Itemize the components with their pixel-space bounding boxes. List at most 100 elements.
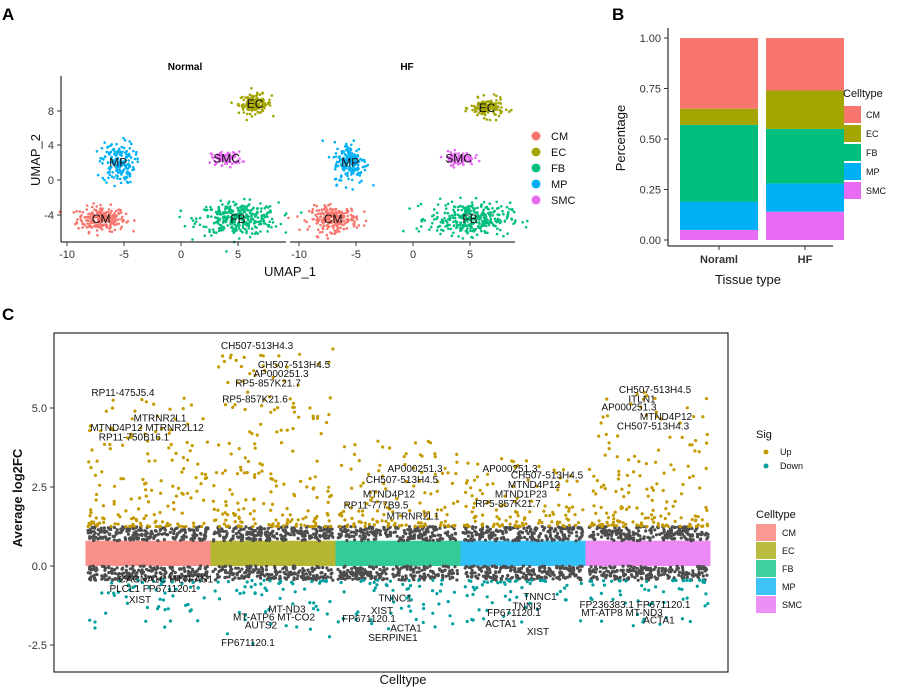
volcano-point-up (186, 458, 190, 462)
volcano-point-down (446, 600, 450, 604)
stacked-bar-panel: 0.000.250.500.751.00 Noraml HF Tissue typ… (613, 28, 887, 287)
volcano-point-up (513, 523, 517, 527)
volcano-point-ns (275, 532, 279, 536)
volcano-point-up (319, 432, 323, 436)
umap-point (128, 154, 131, 158)
volcano-point-ns (289, 570, 293, 574)
umap-point (119, 211, 123, 214)
volcano-point-up (296, 383, 300, 387)
volcano-point-down (243, 585, 247, 589)
umap-point (439, 220, 443, 224)
volcano-point-ns (575, 566, 580, 570)
bar-legend: CM EC FB MP SMC (844, 106, 887, 199)
volcano-point-up (349, 467, 353, 471)
umap-point (334, 220, 337, 223)
volcano-point-ns (622, 532, 626, 536)
umap-point (252, 206, 255, 210)
umap-point (455, 226, 458, 230)
volcano-point-ns (488, 567, 492, 572)
umap-point (203, 234, 206, 237)
umap-point (337, 227, 340, 230)
umap-point (213, 216, 217, 219)
volcano-point-ns (452, 527, 456, 531)
volcano-point-down (159, 582, 163, 587)
volcano-point-ns (637, 529, 641, 533)
umap-point (493, 209, 497, 213)
bar-xtick: Noraml (700, 254, 738, 266)
volcano-point-up (182, 467, 186, 471)
volcano-point-ns (374, 531, 379, 535)
volcano-point-ns (566, 537, 570, 541)
volcano-point-ns (134, 574, 138, 578)
umap-cluster-smc (208, 150, 246, 169)
umap-point (364, 219, 368, 223)
umap-point (225, 217, 229, 221)
volcano-point-down (278, 596, 282, 601)
volcano-point-ns (428, 564, 432, 568)
volcano-point-up (413, 441, 418, 445)
volcano-point-up (223, 469, 227, 473)
volcano-point-ns (382, 527, 386, 531)
volcano-point-ns (342, 570, 346, 574)
umap-point (109, 211, 112, 215)
umap-point (120, 145, 124, 149)
umap-point (358, 174, 362, 177)
umap-point (339, 175, 343, 178)
umap-point (470, 226, 474, 229)
volcano-point-up (455, 460, 459, 464)
umap-point (489, 211, 492, 214)
umap-point (132, 229, 135, 233)
umap-point (250, 227, 254, 230)
umap-point (114, 157, 118, 161)
volcano-point-ns (648, 570, 652, 575)
volcano-point-down (391, 588, 395, 592)
volcano-point-ns (453, 565, 457, 569)
volcano-point-ns (321, 534, 325, 538)
volcano-point-down (198, 579, 202, 583)
bar-xtick: HF (798, 254, 813, 266)
volcano-point-up (154, 519, 158, 523)
umap-point (332, 155, 336, 159)
umap-point (482, 100, 485, 103)
volcano-point-down (131, 585, 135, 590)
volcano-point-ns (701, 574, 705, 578)
umap-point (229, 155, 233, 158)
volcano-point-ns (703, 533, 707, 537)
volcano-point-up (242, 471, 246, 475)
volcano-point-up (274, 479, 278, 483)
umap-point (277, 201, 280, 204)
umap-point (483, 111, 487, 114)
volcano-point-ns (122, 575, 126, 580)
volcano-point-down (438, 589, 442, 593)
volcano-point-up (112, 499, 116, 503)
volcano-point-up (294, 524, 298, 528)
umap-point (211, 228, 215, 231)
volcano-point-ns (330, 571, 334, 575)
volcano-point-down (225, 632, 230, 636)
volcano-point-ns (409, 573, 413, 577)
umap-point (263, 215, 267, 219)
umap-point (110, 209, 113, 213)
umap-point (245, 213, 248, 216)
volcano-point-ns (619, 568, 623, 572)
volcano-point-up (435, 489, 439, 493)
volcano-point-up (200, 472, 204, 476)
volcano-point-ns (299, 575, 303, 579)
umap-cluster-label: FB (230, 212, 245, 226)
volcano-point-ns (141, 564, 145, 568)
umap-point (303, 219, 307, 222)
volcano-point-ns (641, 571, 645, 575)
volcano-point-up (304, 515, 308, 519)
volcano-point-ns (273, 564, 277, 569)
volcano-point-ns (370, 565, 374, 569)
umap-point (240, 105, 244, 109)
volcano-point-ns (278, 574, 282, 579)
volcano-point-ns (258, 533, 262, 537)
volcano-point-down (318, 581, 322, 585)
volcano-point-up (229, 452, 233, 456)
volcano-point-ns (672, 525, 676, 530)
umap-point (471, 222, 475, 226)
volcano-point-down (269, 622, 273, 626)
bar-segment-fb (766, 128, 844, 184)
